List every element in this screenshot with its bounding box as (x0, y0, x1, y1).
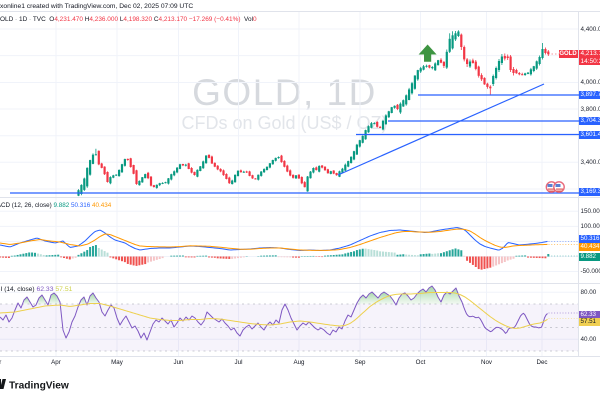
svg-text:TradingView: TradingView (9, 380, 69, 391)
